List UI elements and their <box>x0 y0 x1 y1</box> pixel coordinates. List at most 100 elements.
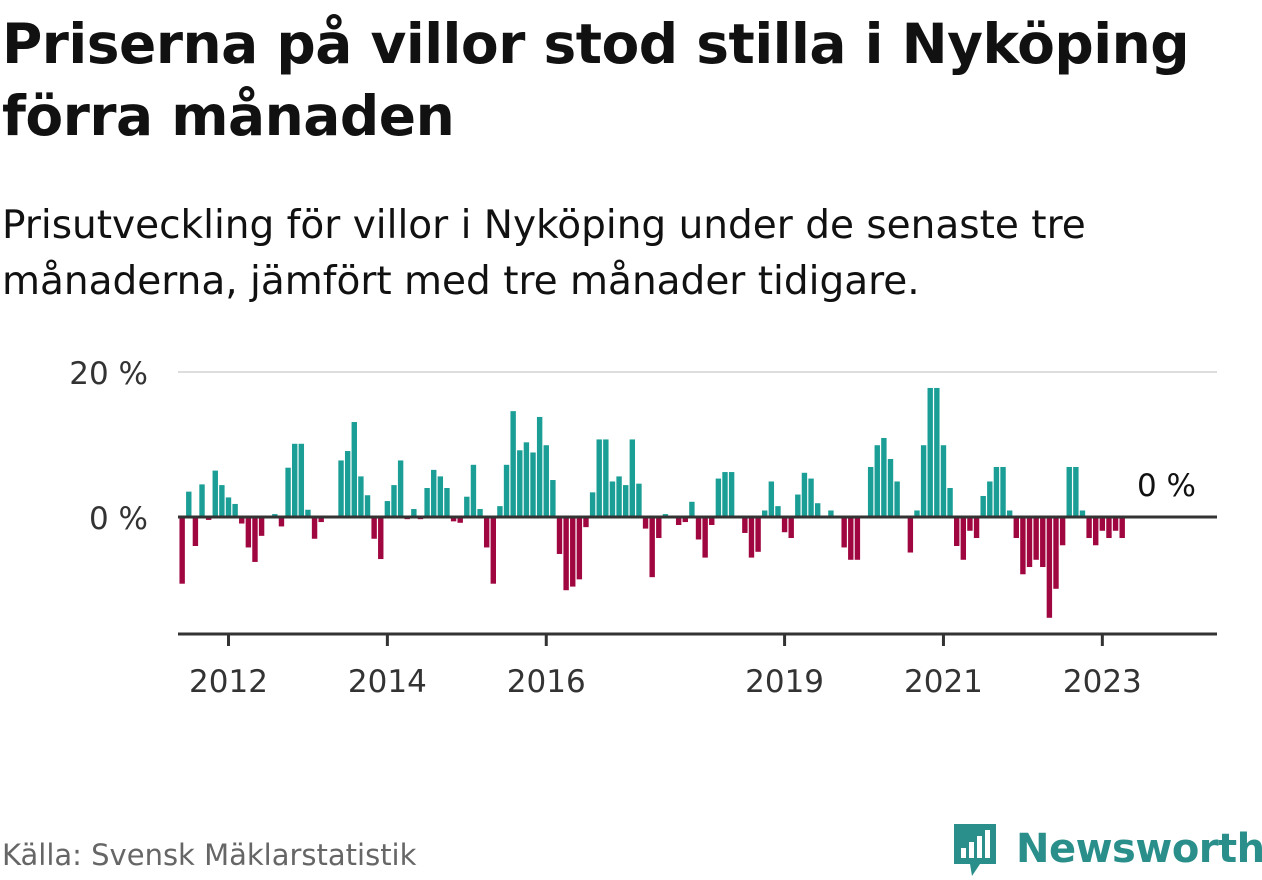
bar <box>1086 517 1092 539</box>
bar <box>874 445 880 517</box>
bar <box>497 506 503 518</box>
bar <box>920 445 927 517</box>
bar <box>1073 466 1079 517</box>
bar <box>225 497 232 518</box>
bar <box>636 483 642 517</box>
bar <box>517 450 523 517</box>
bar <box>292 443 298 517</box>
bar <box>212 470 218 517</box>
bar <box>411 509 417 518</box>
bar <box>1053 517 1059 589</box>
newsworthy-logo-icon <box>954 824 996 876</box>
bar <box>351 422 357 517</box>
price-change-bar-chart: 0 % 20 % 2012 2014 2016 2019 2021 2023 0 % <box>69 356 1217 700</box>
bar <box>371 517 377 539</box>
bar <box>808 478 814 517</box>
bar <box>1112 517 1119 531</box>
bar <box>1119 517 1125 539</box>
bar <box>656 517 662 539</box>
bar <box>344 451 351 517</box>
bar <box>186 491 192 518</box>
bar <box>960 517 967 560</box>
bar <box>954 517 960 546</box>
bar <box>192 517 199 546</box>
bar <box>437 476 444 517</box>
bar <box>305 509 311 517</box>
newsworthy-logo: Newsworthy <box>950 818 1262 880</box>
bar <box>596 439 602 517</box>
bar <box>378 517 384 560</box>
bar <box>457 517 463 523</box>
x-tick-label: 2016 <box>507 664 586 700</box>
bar <box>695 517 702 540</box>
bar <box>391 485 397 517</box>
bar <box>576 517 583 580</box>
bars <box>179 387 1125 618</box>
bar <box>450 517 457 522</box>
bar <box>841 517 847 548</box>
bar <box>318 517 324 523</box>
bar <box>742 517 748 533</box>
bar <box>583 517 589 528</box>
bar <box>252 517 258 562</box>
bar <box>1040 517 1046 568</box>
bar <box>940 445 947 517</box>
bar <box>278 517 285 527</box>
bar <box>980 495 986 517</box>
bar <box>894 481 900 517</box>
bar <box>589 492 596 517</box>
bar <box>795 494 801 518</box>
bar <box>338 460 344 517</box>
bar <box>483 517 490 548</box>
bar <box>967 517 973 531</box>
y-tick-label: 20 % <box>69 356 148 392</box>
bar <box>887 459 894 517</box>
bar <box>781 517 788 533</box>
bar <box>245 517 252 548</box>
bar <box>232 503 238 517</box>
bar <box>755 517 761 552</box>
bar <box>258 517 265 536</box>
bar <box>1093 517 1099 546</box>
bar <box>801 472 808 517</box>
bar <box>543 445 549 517</box>
bar <box>1046 517 1053 618</box>
bar <box>510 411 516 517</box>
bar <box>828 510 834 517</box>
bar <box>629 439 636 517</box>
last-value-label: 0 % <box>1137 468 1196 504</box>
axis-labels: 0 % 20 % 2012 2014 2016 2019 2021 2023 0 % <box>69 356 1196 700</box>
bar <box>914 510 920 517</box>
bar <box>722 472 728 517</box>
bar <box>927 387 933 517</box>
bar <box>1066 466 1072 517</box>
bar <box>1106 517 1112 539</box>
bar <box>788 517 794 539</box>
bar <box>609 481 616 517</box>
bar <box>814 503 821 517</box>
bar <box>748 517 755 558</box>
bar <box>424 488 430 517</box>
bar <box>1099 517 1106 531</box>
y-tick-label: 0 % <box>89 501 148 537</box>
bar <box>1006 510 1013 517</box>
bar <box>1026 517 1033 568</box>
bar <box>311 517 318 539</box>
bar <box>563 517 569 591</box>
bar <box>881 437 887 517</box>
bar <box>503 464 510 517</box>
bar <box>358 476 364 517</box>
bar <box>649 517 655 578</box>
bar <box>470 464 477 517</box>
bar <box>947 488 953 517</box>
bar <box>179 517 185 584</box>
x-tick-label: 2014 <box>348 664 427 700</box>
bar <box>1020 517 1026 575</box>
bar <box>364 495 371 517</box>
bar <box>642 517 649 529</box>
bar <box>523 442 530 517</box>
bar <box>848 517 854 560</box>
bar <box>623 485 629 517</box>
bar <box>682 517 688 523</box>
x-tick-label: 2019 <box>745 664 824 700</box>
